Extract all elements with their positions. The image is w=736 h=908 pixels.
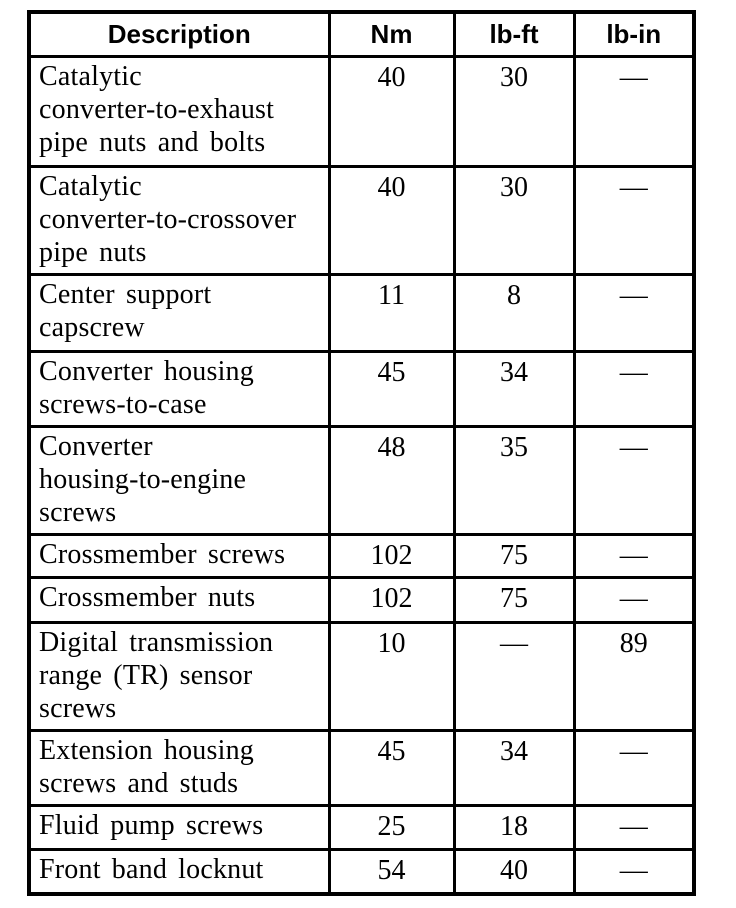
- nm-value-cell: 45: [327, 728, 456, 807]
- description-cell: Catalytic converter-to-crossover pipe nu…: [27, 164, 331, 276]
- lbft-value-cell: 75: [452, 575, 576, 624]
- lbft-value-cell: 34: [452, 349, 576, 428]
- lbin-value-cell: —: [572, 728, 696, 807]
- column-header-lbft: lb-ft: [452, 10, 576, 58]
- description-cell: Crossmember nuts: [27, 575, 331, 624]
- lbin-value-cell: —: [572, 847, 696, 896]
- table-row: Catalytic converter-to-crossover pipe nu…: [27, 164, 696, 276]
- lbin-value-cell: —: [572, 424, 696, 536]
- lbin-value-cell: —: [572, 349, 696, 428]
- description-cell: Converter housing screws-to-case: [27, 349, 331, 428]
- nm-value-cell: 48: [327, 424, 456, 536]
- lbft-value-cell: 30: [452, 164, 576, 276]
- lbft-value-cell: 35: [452, 424, 576, 536]
- lbin-value-cell: —: [572, 272, 696, 353]
- description-cell: Center support capscrew: [27, 272, 331, 353]
- description-cell: Converter housing-to-engine screws: [27, 424, 331, 536]
- nm-value-cell: 11: [327, 272, 456, 353]
- table-row: Center support capscrew 11 8 —: [27, 272, 696, 353]
- lbin-value-cell: 89: [572, 620, 696, 732]
- lbft-value-cell: 30: [452, 54, 576, 168]
- table-row: Converter housing-to-engine screws 48 35…: [27, 424, 696, 536]
- description-cell: Digital transmission range (TR) sensor s…: [27, 620, 331, 732]
- lbin-value-cell: —: [572, 532, 696, 579]
- table-row: Crossmember nuts 102 75 —: [27, 575, 696, 624]
- nm-value-cell: 45: [327, 349, 456, 428]
- lbft-value-cell: 40: [452, 847, 576, 896]
- nm-value-cell: 102: [327, 575, 456, 624]
- lbin-value-cell: —: [572, 164, 696, 276]
- nm-value-cell: 40: [327, 164, 456, 276]
- lbft-value-cell: 34: [452, 728, 576, 807]
- lbft-value-cell: 18: [452, 803, 576, 851]
- column-header-lbin: lb-in: [572, 10, 696, 58]
- description-cell: Extension housing screws and studs: [27, 728, 331, 807]
- nm-value-cell: 54: [327, 847, 456, 896]
- nm-value-cell: 102: [327, 532, 456, 579]
- table-row: Front band locknut 54 40 —: [27, 847, 696, 896]
- nm-value-cell: 10: [327, 620, 456, 732]
- description-cell: Catalytic converter-to-exhaust pipe nuts…: [27, 54, 331, 168]
- table-row: Crossmember screws 102 75 —: [27, 532, 696, 579]
- table-row: Fluid pump screws 25 18 —: [27, 803, 696, 851]
- column-header-description: Description: [27, 10, 331, 58]
- description-cell: Fluid pump screws: [27, 803, 331, 851]
- lbin-value-cell: —: [572, 575, 696, 624]
- lbin-value-cell: —: [572, 803, 696, 851]
- nm-value-cell: 40: [327, 54, 456, 168]
- table-row: Catalytic converter-to-exhaust pipe nuts…: [27, 54, 696, 168]
- table-row: Digital transmission range (TR) sensor s…: [27, 620, 696, 732]
- table-row: Converter housing screws-to-case 45 34 —: [27, 349, 696, 428]
- description-cell: Crossmember screws: [27, 532, 331, 579]
- torque-spec-table: Description Nm lb-ft lb-in Catalytic con…: [27, 10, 696, 896]
- table-row: Extension housing screws and studs 45 34…: [27, 728, 696, 807]
- lbft-value-cell: 75: [452, 532, 576, 579]
- header-row: Description Nm lb-ft lb-in: [27, 10, 696, 58]
- lbft-value-cell: —: [452, 620, 576, 732]
- description-cell: Front band locknut: [27, 847, 331, 896]
- lbin-value-cell: —: [572, 54, 696, 168]
- lbft-value-cell: 8: [452, 272, 576, 353]
- nm-value-cell: 25: [327, 803, 456, 851]
- column-header-nm: Nm: [327, 10, 456, 58]
